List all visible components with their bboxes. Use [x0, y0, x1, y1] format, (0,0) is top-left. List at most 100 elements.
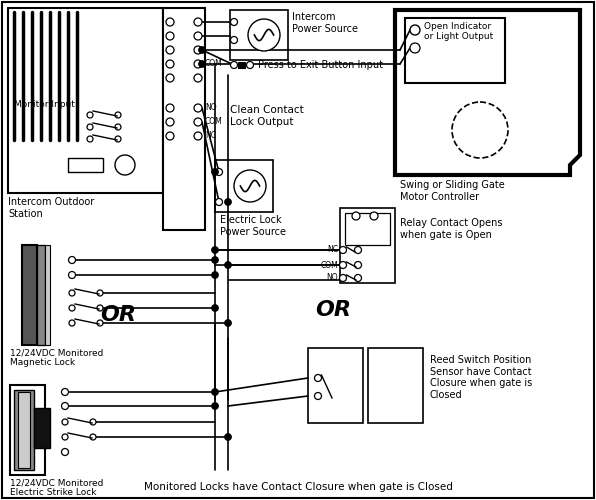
- Circle shape: [212, 256, 219, 264]
- Circle shape: [216, 198, 222, 205]
- Circle shape: [231, 62, 237, 68]
- Bar: [163, 8, 205, 230]
- Text: NC: NC: [327, 246, 338, 254]
- Circle shape: [340, 246, 346, 254]
- Bar: [8, 8, 163, 193]
- Circle shape: [225, 434, 231, 440]
- Circle shape: [216, 168, 222, 175]
- Circle shape: [61, 388, 69, 396]
- Bar: [215, 160, 273, 212]
- Bar: [238, 62, 245, 68]
- Text: NC: NC: [205, 132, 216, 140]
- Bar: [34, 408, 50, 448]
- Bar: [68, 158, 103, 172]
- Bar: [37, 245, 45, 345]
- Circle shape: [62, 419, 68, 425]
- Circle shape: [194, 132, 202, 140]
- Circle shape: [352, 212, 360, 220]
- Text: 12/24VDC Monitored
Magnetic Lock: 12/24VDC Monitored Magnetic Lock: [10, 348, 103, 368]
- Circle shape: [212, 272, 219, 278]
- Text: Open Indicator
or Light Output: Open Indicator or Light Output: [424, 22, 493, 42]
- Circle shape: [248, 19, 280, 51]
- Bar: [340, 208, 395, 283]
- Circle shape: [452, 102, 508, 158]
- Circle shape: [212, 168, 219, 175]
- Circle shape: [166, 60, 174, 68]
- Text: Intercom Outdoor
Station: Intercom Outdoor Station: [8, 197, 94, 218]
- Circle shape: [97, 290, 103, 296]
- Bar: [45, 245, 50, 345]
- Bar: [10, 385, 45, 475]
- Circle shape: [231, 36, 237, 44]
- Text: NO: NO: [205, 104, 216, 112]
- Circle shape: [69, 290, 75, 296]
- Text: COM: COM: [205, 118, 223, 126]
- Text: 12/24VDC Monitored
Electric Strike Lock: 12/24VDC Monitored Electric Strike Lock: [10, 478, 103, 498]
- Text: OR: OR: [100, 305, 136, 325]
- Bar: [345, 213, 390, 245]
- Circle shape: [225, 198, 231, 205]
- Circle shape: [225, 262, 231, 268]
- Circle shape: [355, 274, 362, 281]
- Circle shape: [97, 320, 103, 326]
- Bar: [368, 348, 423, 423]
- Circle shape: [166, 118, 174, 126]
- Circle shape: [166, 32, 174, 40]
- Circle shape: [212, 246, 219, 254]
- Circle shape: [62, 434, 68, 440]
- Bar: [308, 348, 363, 423]
- Bar: [405, 18, 505, 83]
- Circle shape: [87, 124, 93, 130]
- Circle shape: [370, 212, 378, 220]
- Circle shape: [410, 43, 420, 53]
- Text: Monitor Input: Monitor Input: [14, 100, 75, 109]
- Text: Relay Contact Opens
when gate is Open: Relay Contact Opens when gate is Open: [400, 218, 502, 240]
- Circle shape: [198, 46, 206, 54]
- Text: COM: COM: [320, 260, 338, 270]
- Circle shape: [194, 60, 202, 68]
- Circle shape: [166, 104, 174, 112]
- Text: Electric Lock
Power Source: Electric Lock Power Source: [220, 215, 286, 236]
- Text: Swing or Sliding Gate
Motor Controller: Swing or Sliding Gate Motor Controller: [400, 180, 505, 202]
- Circle shape: [194, 46, 202, 54]
- Circle shape: [194, 104, 202, 112]
- Text: Intercom
Power Source: Intercom Power Source: [292, 12, 358, 34]
- Text: Press to Exit Button Input: Press to Exit Button Input: [258, 60, 383, 70]
- Circle shape: [340, 274, 346, 281]
- Circle shape: [212, 402, 219, 409]
- Circle shape: [355, 262, 362, 268]
- Circle shape: [69, 272, 76, 278]
- Circle shape: [115, 124, 121, 130]
- Circle shape: [166, 74, 174, 82]
- Circle shape: [355, 246, 362, 254]
- Circle shape: [115, 155, 135, 175]
- Circle shape: [315, 392, 321, 400]
- Circle shape: [410, 25, 420, 35]
- Text: Clean Contact
Lock Output: Clean Contact Lock Output: [230, 105, 304, 126]
- Circle shape: [166, 132, 174, 140]
- Circle shape: [97, 305, 103, 311]
- Polygon shape: [395, 10, 580, 175]
- Circle shape: [87, 136, 93, 142]
- Circle shape: [90, 419, 96, 425]
- Bar: [14, 390, 34, 470]
- Text: OR: OR: [315, 300, 351, 320]
- Circle shape: [231, 18, 237, 26]
- Bar: [230, 10, 288, 60]
- Circle shape: [166, 18, 174, 26]
- Circle shape: [61, 448, 69, 456]
- Circle shape: [194, 118, 202, 126]
- Text: NO: NO: [327, 274, 338, 282]
- Circle shape: [340, 262, 346, 268]
- Bar: [18, 392, 30, 468]
- Circle shape: [69, 256, 76, 264]
- Circle shape: [194, 32, 202, 40]
- Text: Monitored Locks have Contact Closure when gate is Closed: Monitored Locks have Contact Closure whe…: [144, 482, 452, 492]
- Text: Reed Switch Position
Sensor have Contact
Closure when gate is
Closed: Reed Switch Position Sensor have Contact…: [430, 355, 532, 400]
- Circle shape: [198, 60, 206, 68]
- Bar: [22, 245, 37, 345]
- Circle shape: [69, 305, 75, 311]
- Circle shape: [90, 434, 96, 440]
- Circle shape: [315, 374, 321, 382]
- Circle shape: [194, 18, 202, 26]
